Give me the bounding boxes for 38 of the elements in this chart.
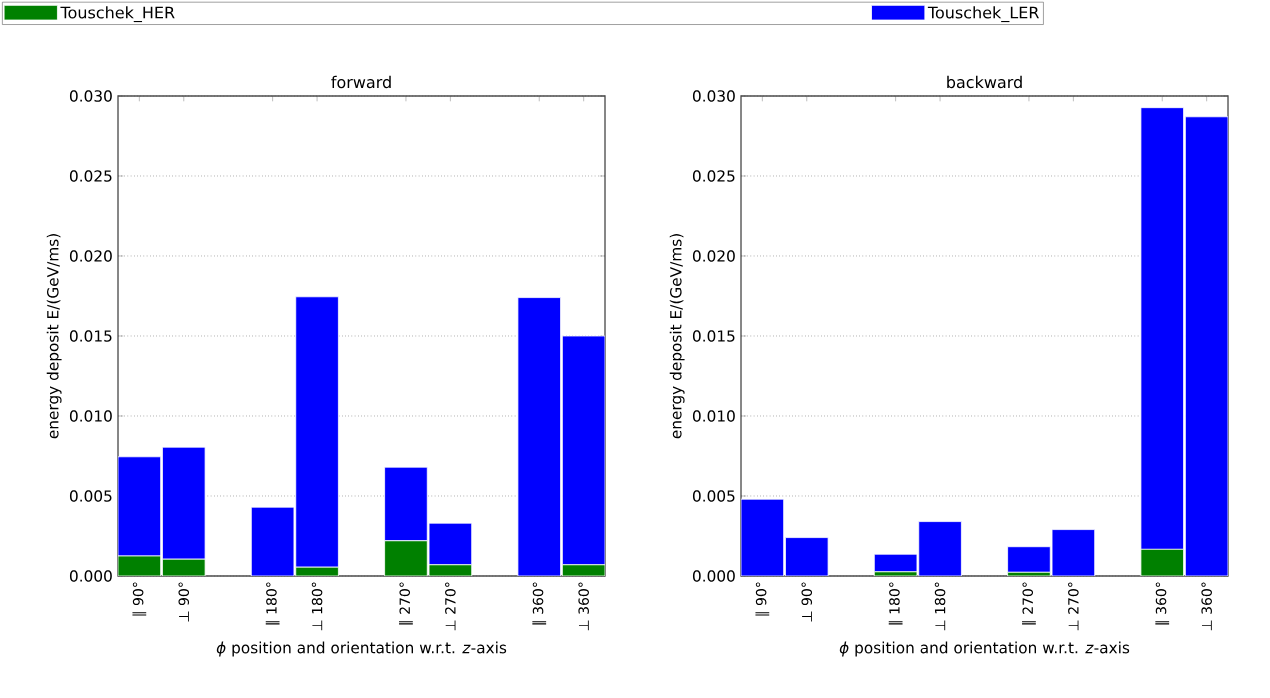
- legend-label: Touschek_LER: [927, 6, 1039, 23]
- x-axis-title: ϕ position and orientation w.r.t. z-axis: [839, 641, 1130, 657]
- x-tick-label: ⊥ 90°: [801, 582, 813, 622]
- y-axis-title: energy deposit E/(GeV/ms): [669, 234, 685, 439]
- y-tick-label: 0.005: [69, 490, 112, 502]
- x-tick-label: ⊥ 360°: [578, 582, 589, 631]
- y-tick-label: 0.020: [69, 250, 112, 262]
- y-axis-title: energy deposit E/(GeV/ms): [46, 234, 62, 439]
- x-tick-label: ⊥ 360°: [1201, 582, 1212, 631]
- x-tick-label: ∥ 180°: [888, 582, 903, 625]
- chart-title: backward: [947, 75, 1022, 89]
- y-tick-label: 0.015: [69, 330, 112, 342]
- x-tick-label: ∥ 270°: [1022, 582, 1036, 625]
- y-tick-label: 0.025: [692, 170, 735, 182]
- x-tick-label: ∥ 90°: [132, 582, 147, 616]
- y-tick-label: 0.030: [69, 90, 112, 102]
- y-tick-label: 0.020: [692, 250, 735, 262]
- x-tick-label: ⊥ 180°: [311, 582, 323, 631]
- x-tick-label: ⊥ 270°: [1068, 582, 1079, 631]
- y-tick-label: 0.010: [69, 410, 112, 422]
- x-axis-title: ϕ position and orientation w.r.t. z-axis: [216, 641, 507, 657]
- x-tick-label: ∥ 270°: [399, 582, 413, 625]
- y-tick-label: 0.000: [69, 570, 112, 582]
- y-tick-label: 0.010: [692, 410, 735, 422]
- y-tick-label: 0.000: [692, 570, 735, 582]
- y-tick-label: 0.030: [692, 90, 735, 102]
- x-tick-label: ⊥ 180°: [934, 582, 946, 631]
- x-tick-label: ⊥ 270°: [445, 582, 456, 631]
- x-tick-label: ⊥ 90°: [178, 582, 190, 622]
- x-tick-label: ∥ 90°: [755, 582, 770, 616]
- y-tick-label: 0.015: [692, 330, 735, 342]
- legend-label: Touschek_HER: [60, 6, 175, 23]
- chart-title: forward: [331, 75, 391, 89]
- y-tick-label: 0.025: [69, 170, 112, 182]
- y-tick-label: 0.005: [692, 490, 735, 502]
- x-tick-label: ∥ 180°: [265, 582, 280, 625]
- x-tick-label: ∥ 360°: [532, 582, 547, 625]
- x-tick-label: ∥ 360°: [1155, 582, 1170, 625]
